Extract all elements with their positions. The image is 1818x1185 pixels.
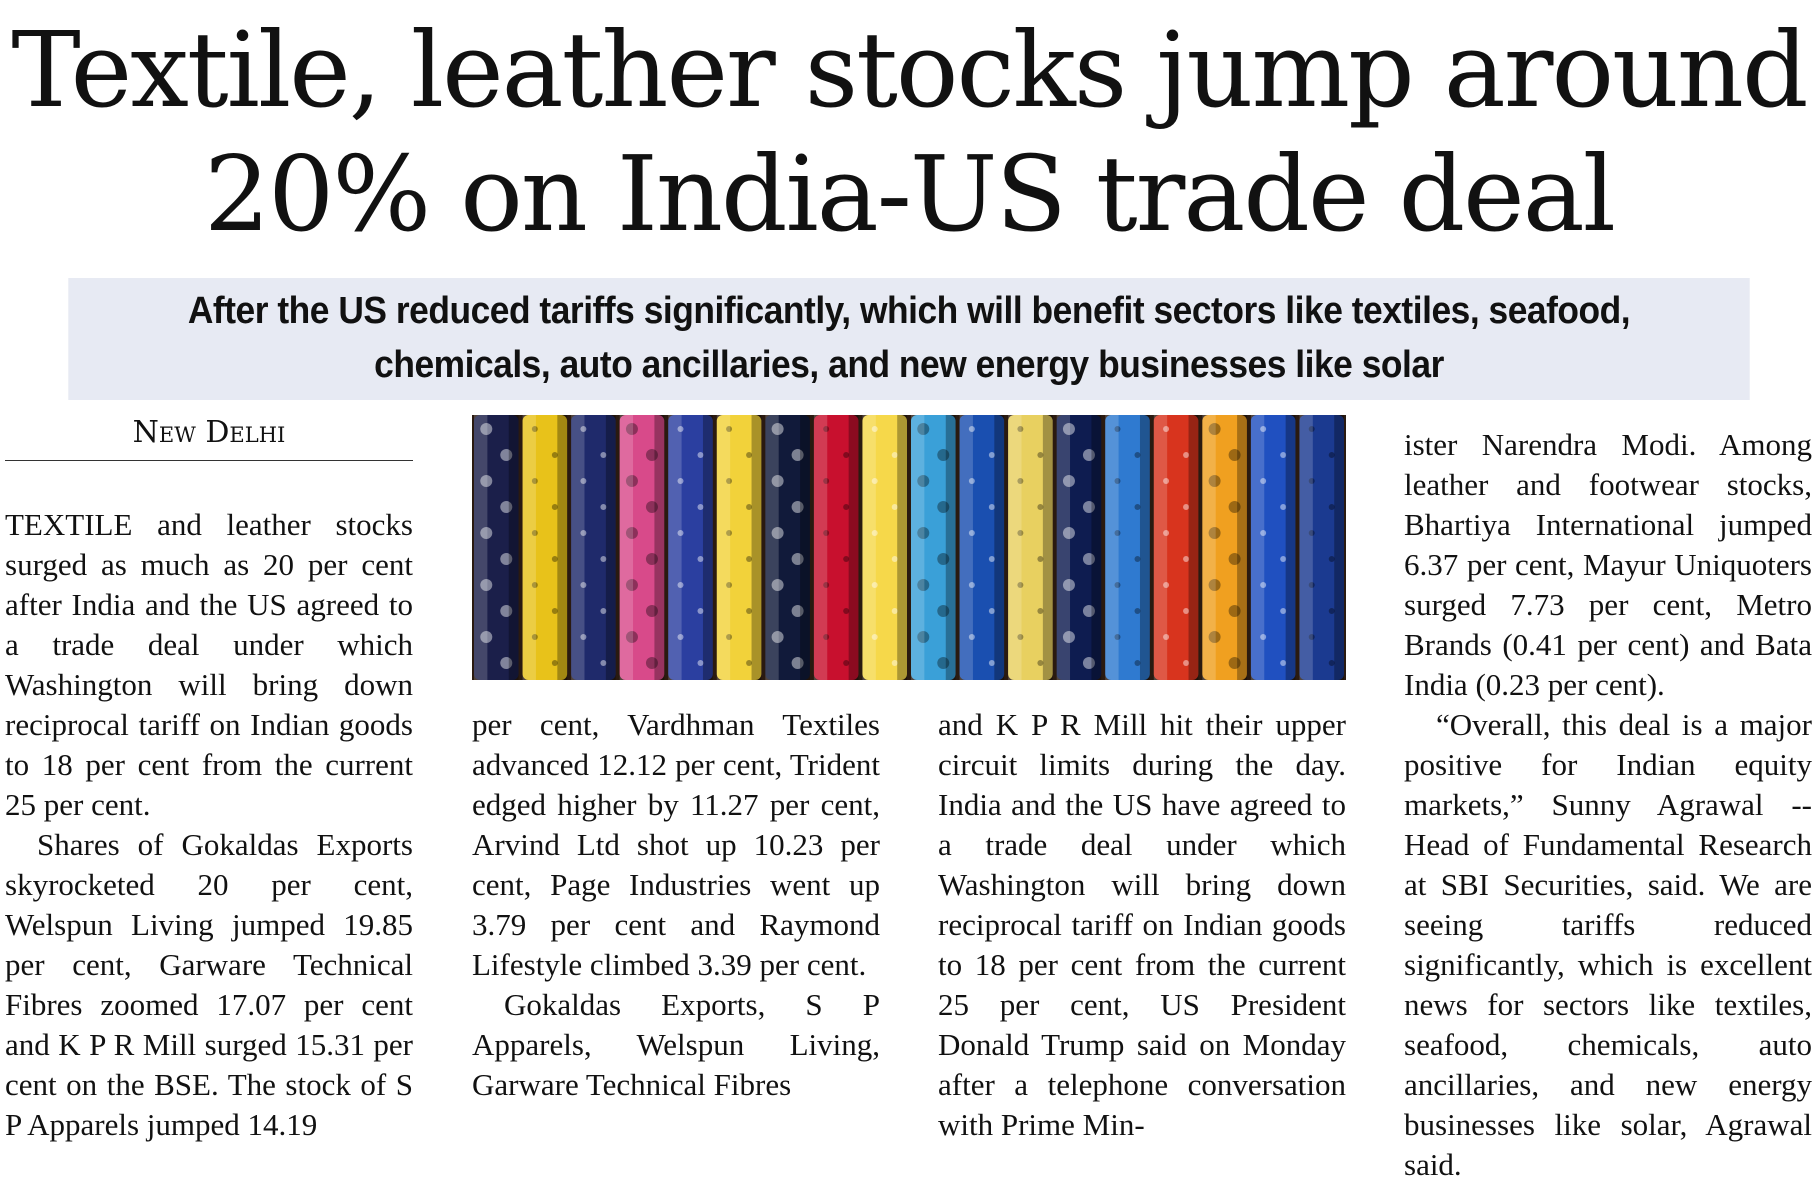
paragraph: Gokaldas Exports, S P Apparels, Welspun … bbox=[472, 987, 880, 1102]
article-column-3: and K P R Mill hit their upper circuit l… bbox=[938, 705, 1346, 1145]
fabric-bolt bbox=[959, 415, 1005, 680]
fabric-bolt bbox=[668, 415, 713, 680]
fabric-bolt bbox=[911, 415, 956, 680]
article-column-2: per cent, Vardhman Textiles advanced 12.… bbox=[472, 705, 880, 1105]
paragraph: ister Narendra Modi. Among leather and f… bbox=[1404, 427, 1812, 702]
subheadline-deck: After the US reduced tariffs significant… bbox=[68, 278, 1750, 400]
fabric-bolt bbox=[813, 415, 859, 680]
headline-line-2: 20% on India-US trade deal bbox=[204, 133, 1616, 255]
fabric-bolt bbox=[1299, 415, 1344, 680]
dateline: New Delhi bbox=[5, 412, 413, 461]
fabric-bolt bbox=[522, 415, 568, 680]
fabric-bolt bbox=[765, 415, 810, 680]
fabric-bolt bbox=[571, 415, 616, 680]
fabric-rolls-photo bbox=[472, 415, 1346, 680]
paragraph: and K P R Mill hit their upper circuit l… bbox=[938, 707, 1346, 1142]
fabric-bolt bbox=[1153, 415, 1199, 680]
deck-line-1: After the US reduced tariffs significant… bbox=[187, 290, 1631, 332]
paragraph: TEXTILE and leather stocks surged as muc… bbox=[5, 507, 413, 822]
paragraph: Shares of Gokaldas Exports skyrocketed 2… bbox=[5, 827, 413, 1142]
paragraph: per cent, Vardhman Textiles advanced 12.… bbox=[472, 707, 880, 982]
headline-line-1: Textile, leather stocks jump around bbox=[11, 9, 1808, 131]
fabric-bolt bbox=[1008, 415, 1053, 680]
paragraph: “Overall, this deal is a major positive … bbox=[1404, 707, 1812, 1182]
article-column-4: ister Narendra Modi. Among leather and f… bbox=[1404, 425, 1812, 1185]
fabric-bolt bbox=[474, 415, 519, 680]
fabric-bolt bbox=[862, 415, 907, 680]
deck-line-2: chemicals, auto ancillaries, and new ene… bbox=[374, 344, 1444, 386]
fabric-bolt bbox=[1202, 415, 1247, 680]
fabric-bolt bbox=[1250, 415, 1296, 680]
article-column-1: TEXTILE and leather stocks surged as muc… bbox=[5, 505, 413, 1145]
fabric-bolt bbox=[1056, 415, 1102, 680]
fabric-bolt bbox=[716, 415, 762, 680]
fabric-rolls-image bbox=[472, 415, 1346, 680]
fabric-bolt bbox=[1105, 415, 1150, 680]
fabric-bolt bbox=[619, 415, 665, 680]
headline: Textile, leather stocks jump around 20% … bbox=[0, 8, 1818, 256]
